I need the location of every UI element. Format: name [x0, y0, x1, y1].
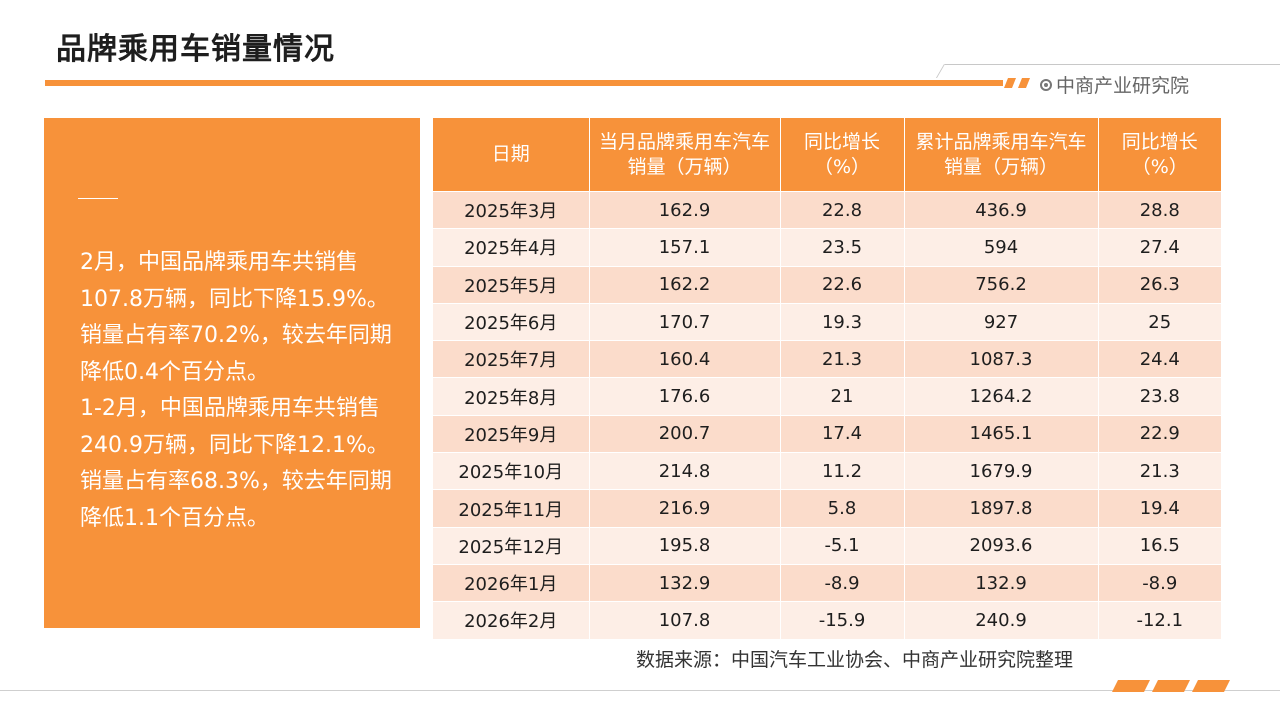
- table-cell-cumulative-sales: 240.9: [904, 601, 1099, 639]
- table-cell-monthly-sales: 132.9: [589, 563, 781, 602]
- table-cell-cumulative-sales: 1264.2: [904, 377, 1099, 416]
- table-cell-monthly-sales: 157.1: [589, 228, 781, 267]
- table-cell-cumulative-sales: 436.9: [904, 190, 1099, 229]
- table-cell-cumulative-sales: 1087.3: [904, 340, 1099, 378]
- brand-logo: 中商产业研究院: [1040, 71, 1189, 98]
- table-cell-cumulative-sales: 1465.1: [904, 414, 1099, 453]
- table-cell-cumulative-growth: 25: [1098, 302, 1221, 341]
- column-header-cumulative-sales: 累计品牌乘用车汽车销量（万辆）: [904, 118, 1099, 192]
- table-cell-monthly-growth: 5.8: [780, 489, 905, 528]
- table-cell-cumulative-sales: 1679.9: [904, 452, 1099, 490]
- summary-paragraph-1: 2月，中国品牌乘用车共销售107.8万辆，同比下降15.9%。销量占有率70.2…: [80, 250, 392, 385]
- table-cell-monthly-growth: 17.4: [780, 414, 905, 453]
- table-header-row: 日期 当月品牌乘用车汽车销量（万辆） 同比增长（%） 累计品牌乘用车汽车销量（万…: [433, 118, 1221, 192]
- table-cell-cumulative-growth: 19.4: [1098, 489, 1221, 528]
- header-rule-corner: [935, 64, 946, 78]
- table-cell-monthly-growth: 22.8: [780, 190, 905, 229]
- table-cell-monthly-growth: 11.2: [780, 452, 905, 490]
- table-cell-cumulative-sales: 927: [904, 302, 1099, 341]
- table-row: 2025年12月 195.8 -5.1 2093.6 16.5: [433, 526, 1221, 565]
- table-cell-cumulative-growth: 23.8: [1098, 377, 1221, 416]
- table-cell-cumulative-sales: 594: [904, 228, 1099, 267]
- brand-ring-icon: [1040, 78, 1052, 91]
- table-cell-monthly-sales: 200.7: [589, 414, 781, 453]
- table-row: 2025年11月 216.9 5.8 1897.8 19.4: [433, 489, 1221, 528]
- table-cell-monthly-growth: 22.6: [780, 265, 905, 304]
- table-cell-cumulative-growth: -12.1: [1098, 601, 1221, 639]
- sales-table: 日期 当月品牌乘用车汽车销量（万辆） 同比增长（%） 累计品牌乘用车汽车销量（万…: [433, 118, 1221, 639]
- summary-paragraph-2: 1-2月，中国品牌乘用车共销售240.9万辆，同比下降12.1%。销量占有率68…: [80, 396, 392, 531]
- table-cell-cumulative-sales: 1897.8: [904, 489, 1099, 528]
- table-row: 2025年10月 214.8 11.2 1679.9 21.3: [433, 452, 1221, 490]
- column-header-monthly-sales: 当月品牌乘用车汽车销量（万辆）: [589, 118, 781, 192]
- table-cell-monthly-growth: -5.1: [780, 526, 905, 565]
- table-cell-monthly-sales: 216.9: [589, 489, 781, 528]
- table-row: 2026年2月 107.8 -15.9 240.9 -12.1: [433, 601, 1221, 639]
- table-cell-date: 2025年3月: [433, 190, 590, 229]
- table-cell-monthly-sales: 160.4: [589, 340, 781, 378]
- header-stripes-decoration: [1004, 78, 1030, 88]
- table-cell-monthly-sales: 176.6: [589, 377, 781, 416]
- table-cell-date: 2026年2月: [433, 601, 590, 639]
- table-cell-cumulative-sales: 132.9: [904, 563, 1099, 602]
- table-row: 2025年3月 162.9 22.8 436.9 28.8: [433, 190, 1221, 229]
- table-cell-monthly-growth: -8.9: [780, 563, 905, 602]
- table-cell-cumulative-sales: 756.2: [904, 265, 1099, 304]
- table-row: 2025年6月 170.7 19.3 927 25: [433, 302, 1221, 341]
- summary-text: 2月，中国品牌乘用车共销售107.8万辆，同比下降15.9%。销量占有率70.2…: [80, 245, 395, 537]
- brand-name: 中商产业研究院: [1056, 75, 1190, 97]
- source-note: 数据来源：中国汽车工业协会、中商产业研究院整理: [636, 649, 1074, 671]
- table-cell-date: 2025年10月: [433, 452, 590, 490]
- table-cell-monthly-growth: 21.3: [780, 340, 905, 378]
- table-cell-date: 2025年6月: [433, 302, 590, 341]
- table-cell-monthly-sales: 162.9: [589, 190, 781, 229]
- title-underline: [45, 80, 1003, 86]
- table-cell-monthly-sales: 170.7: [589, 302, 781, 341]
- table-row: 2026年1月 132.9 -8.9 132.9 -8.9: [433, 563, 1221, 602]
- table-cell-monthly-sales: 195.8: [589, 526, 781, 565]
- table-cell-cumulative-sales: 2093.6: [904, 526, 1099, 565]
- table-cell-date: 2025年12月: [433, 526, 590, 565]
- table-row: 2025年7月 160.4 21.3 1087.3 24.4: [433, 340, 1221, 378]
- table-cell-cumulative-growth: 28.8: [1098, 190, 1221, 229]
- table-cell-date: 2025年8月: [433, 377, 590, 416]
- table-cell-monthly-growth: 19.3: [780, 302, 905, 341]
- table-cell-date: 2025年5月: [433, 265, 590, 304]
- page-title: 品牌乘用车销量情况: [56, 32, 335, 67]
- table-cell-monthly-growth: 21: [780, 377, 905, 416]
- header-rule: [945, 64, 1280, 65]
- table-cell-cumulative-growth: -8.9: [1098, 563, 1221, 602]
- table-cell-monthly-sales: 162.2: [589, 265, 781, 304]
- table-row: 2025年4月 157.1 23.5 594 27.4: [433, 228, 1221, 267]
- table-cell-cumulative-growth: 16.5: [1098, 526, 1221, 565]
- table-row: 2025年8月 176.6 21 1264.2 23.8: [433, 377, 1221, 416]
- table-cell-cumulative-growth: 27.4: [1098, 228, 1221, 267]
- table-row: 2025年5月 162.2 22.6 756.2 26.3: [433, 265, 1221, 304]
- summary-panel: [44, 118, 420, 628]
- table-cell-monthly-growth: -15.9: [780, 601, 905, 639]
- table-cell-cumulative-growth: 21.3: [1098, 452, 1221, 490]
- table-cell-date: 2025年7月: [433, 340, 590, 378]
- column-header-date: 日期: [433, 118, 590, 192]
- table-cell-date: 2025年4月: [433, 228, 590, 267]
- table-cell-date: 2026年1月: [433, 563, 590, 602]
- table-cell-cumulative-growth: 26.3: [1098, 265, 1221, 304]
- table-cell-cumulative-growth: 24.4: [1098, 340, 1221, 378]
- table-cell-cumulative-growth: 22.9: [1098, 414, 1221, 453]
- table-cell-date: 2025年9月: [433, 414, 590, 453]
- footer-rule: [0, 690, 1280, 691]
- column-header-cumulative-growth: 同比增长（%）: [1098, 118, 1221, 192]
- table-cell-date: 2025年11月: [433, 489, 590, 528]
- table-row: 2025年9月 200.7 17.4 1465.1 22.9: [433, 414, 1221, 453]
- table-cell-monthly-sales: 107.8: [589, 601, 781, 639]
- summary-divider: [78, 198, 118, 199]
- table-cell-monthly-sales: 214.8: [589, 452, 781, 490]
- column-header-monthly-growth: 同比增长（%）: [780, 118, 905, 192]
- footer-stripes-decoration: [1112, 680, 1230, 692]
- table-cell-monthly-growth: 23.5: [780, 228, 905, 267]
